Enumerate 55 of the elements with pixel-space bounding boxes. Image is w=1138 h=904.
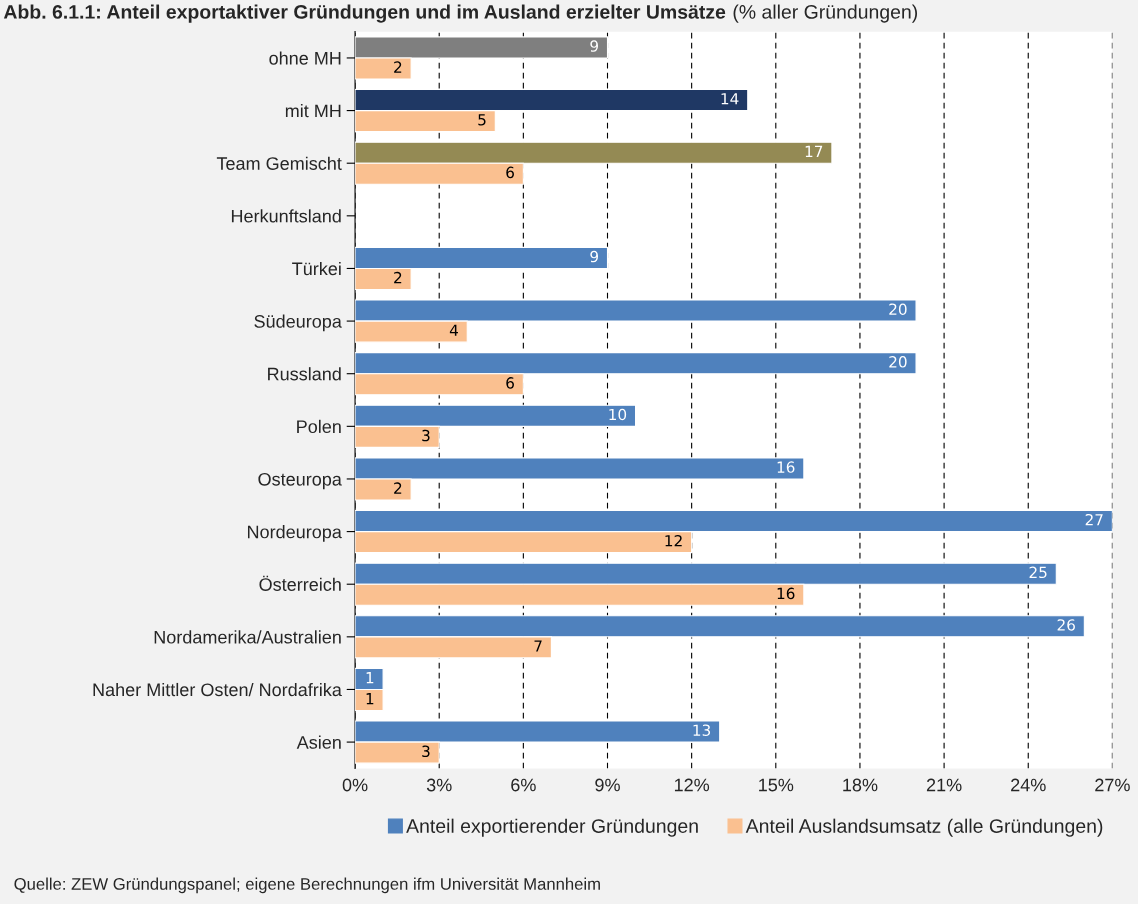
data-label: 5 — [478, 114, 486, 126]
y-tick-label: Osteuropa — [258, 472, 342, 490]
y-tick-label: Asien — [296, 735, 341, 749]
x-tick-label: 18% — [843, 778, 878, 792]
x-tick-label: 24% — [1011, 778, 1046, 792]
data-label: 17 — [805, 145, 823, 157]
data-label: 4 — [449, 324, 458, 336]
data-label: 6 — [506, 377, 514, 389]
data-label: 2 — [394, 482, 402, 494]
x-tick-label: 0% — [342, 778, 368, 792]
y-tick-label: Russland — [268, 367, 341, 381]
data-label: 14 — [721, 93, 739, 105]
x-tick-label: 21% — [926, 778, 962, 792]
y-tick-label: Türkei — [292, 261, 341, 276]
data-label: 1 — [366, 693, 374, 705]
y-tick-label: Nordamerika/Australien — [154, 630, 341, 644]
data-label: 16 — [777, 461, 795, 473]
source-note: Quelle: ZEW Gründungspanel; eigene Berechnungen ifm Universität Mannheim — [14, 877, 600, 894]
data-label: 25 — [1029, 566, 1047, 579]
chart-subtitle: (% aller Gründungen) — [733, 4, 918, 23]
data-label: 16 — [777, 587, 795, 600]
x-tick-label: 3% — [426, 778, 452, 792]
data-label: 20 — [889, 303, 907, 315]
data-label: 3 — [422, 429, 430, 442]
data-label: 7 — [534, 640, 542, 652]
data-label: 2 — [394, 61, 402, 73]
y-tick-label: mit MH — [285, 104, 341, 118]
x-tick-label: 27% — [1095, 778, 1130, 792]
data-label: 10 — [609, 408, 627, 421]
data-label: 26 — [1057, 619, 1075, 631]
y-tick-label: Südeuropa — [254, 314, 342, 332]
y-tick-label: Österreich — [259, 575, 341, 591]
y-tick-label: Herkunftsland — [231, 209, 341, 223]
y-tick-label: Team Gemischt — [216, 156, 342, 170]
data-label: 3 — [422, 745, 430, 758]
data-label: 9 — [590, 40, 599, 52]
data-label: 13 — [693, 724, 711, 736]
data-label: 6 — [506, 166, 514, 179]
data-label: 27 — [1085, 513, 1103, 526]
data-label: 2 — [394, 271, 402, 284]
data-label: 9 — [590, 250, 599, 263]
x-tick-label: 15% — [759, 778, 794, 792]
y-tick-label: Naher Mittler Osten/ Nordafrika — [93, 682, 342, 697]
y-tick-label: Nordeuropa — [248, 525, 342, 542]
x-tick-label: 12% — [674, 778, 710, 792]
y-tick-label: ohne MH — [269, 51, 341, 65]
legend-label: Anteil Auslandsumsatz (alle Gründungen) — [745, 818, 1103, 837]
y-tick-label: Polen — [297, 419, 341, 434]
legend-label: Anteil exportierender Gründungen — [406, 818, 698, 837]
data-label: 1 — [366, 672, 374, 684]
x-tick-label: 6% — [511, 778, 536, 792]
chart-title: Abb. 6.1.1: Anteil exportaktiver Gründungen und im Ausland erzielter Umsätze — [3, 4, 726, 23]
data-label: 20 — [889, 356, 907, 368]
data-label: 12 — [665, 534, 682, 547]
x-tick-label: 9% — [595, 778, 620, 792]
